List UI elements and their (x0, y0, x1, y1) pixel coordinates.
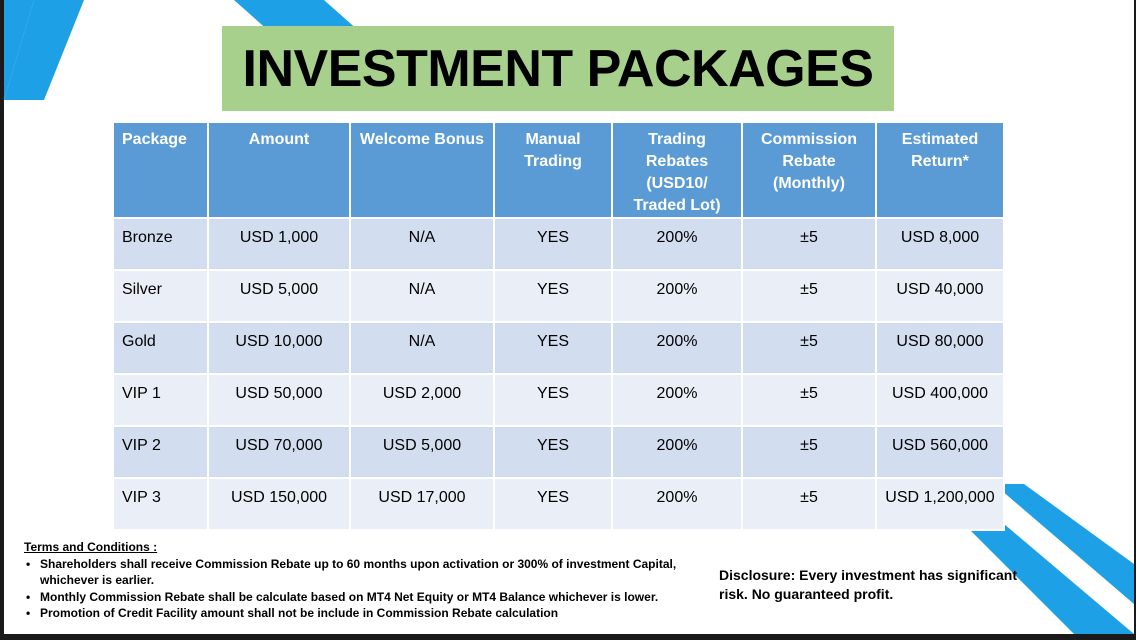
table-header-row: Package Amount Welcome Bonus Manual Tradi… (112, 121, 1005, 219)
table-cell: ±5 (741, 373, 877, 427)
table-cell: USD 50,000 (207, 373, 351, 427)
table-cell: YES (493, 373, 613, 427)
table-cell: 200% (611, 321, 743, 375)
table-cell: USD 17,000 (349, 477, 495, 531)
terms-item: Monthly Commission Rebate shall be calcu… (24, 589, 714, 606)
terms-heading: Terms and Conditions : (24, 540, 158, 554)
table-cell: N/A (349, 217, 495, 271)
terms-list: Shareholders shall receive Commission Re… (24, 556, 714, 622)
table-cell: YES (493, 269, 613, 323)
slide: INVESTMENT PACKAGES Package Amount Welco… (4, 0, 1134, 634)
terms-item: Promotion of Credit Facility amount shal… (24, 605, 714, 622)
terms-and-conditions: Terms and Conditions : Shareholders shal… (24, 539, 714, 622)
table-cell: YES (493, 217, 613, 271)
table-row: VIP 2 USD 70,000 USD 5,000 YES 200% ±5 USD 560… (112, 425, 1005, 479)
table-row: VIP 3 USD 150,000 USD 17,000 YES 200% ±5 USD 1… (112, 477, 1005, 531)
table-cell: USD 2,000 (349, 373, 495, 427)
table-cell: VIP 3 (112, 477, 209, 531)
table-row: Bronze USD 1,000 N/A YES 200% ±5 USD 8,000 (112, 217, 1005, 271)
table-cell: 200% (611, 269, 743, 323)
table-cell: 200% (611, 217, 743, 271)
table-cell: USD 560,000 (875, 425, 1005, 479)
column-header: Package (112, 121, 209, 219)
column-header: Manual Trading (493, 121, 613, 219)
table-cell: YES (493, 321, 613, 375)
table-cell: USD 5,000 (207, 269, 351, 323)
table-cell: N/A (349, 321, 495, 375)
page-title: INVESTMENT PACKAGES (242, 39, 874, 98)
table-cell: USD 5,000 (349, 425, 495, 479)
table-cell: N/A (349, 269, 495, 323)
column-header: Estimated Return* (875, 121, 1005, 219)
table-cell: YES (493, 477, 613, 531)
table-cell: 200% (611, 477, 743, 531)
table-cell: VIP 2 (112, 425, 209, 479)
table-cell: USD 1,000 (207, 217, 351, 271)
table-body: Bronze USD 1,000 N/A YES 200% ±5 USD 8,000 Silv… (112, 217, 1005, 531)
table-cell: USD 8,000 (875, 217, 1005, 271)
table-cell: USD 70,000 (207, 425, 351, 479)
table-cell: ±5 (741, 269, 877, 323)
table-row: Gold USD 10,000 N/A YES 200% ±5 USD 80,000 (112, 321, 1005, 375)
table-cell: USD 40,000 (875, 269, 1005, 323)
table-cell: Bronze (112, 217, 209, 271)
column-header: Welcome Bonus (349, 121, 495, 219)
column-header: Amount (207, 121, 351, 219)
table-row: Silver USD 5,000 N/A YES 200% ±5 USD 40,000 (112, 269, 1005, 323)
table-cell: Gold (112, 321, 209, 375)
table-cell: YES (493, 425, 613, 479)
table-cell: USD 80,000 (875, 321, 1005, 375)
table-cell: ±5 (741, 477, 877, 531)
table-cell: USD 10,000 (207, 321, 351, 375)
table-cell: USD 150,000 (207, 477, 351, 531)
table-cell: ±5 (741, 217, 877, 271)
table-cell: ±5 (741, 321, 877, 375)
table-cell: Silver (112, 269, 209, 323)
column-header: Trading Rebates (USD10/Traded Lot) (611, 121, 743, 219)
table-cell: ±5 (741, 425, 877, 479)
disclosure-text: Disclosure: Every investment has signifi… (719, 567, 1017, 602)
title-banner: INVESTMENT PACKAGES (222, 26, 894, 111)
table-cell: VIP 1 (112, 373, 209, 427)
table-cell: 200% (611, 425, 743, 479)
table-cell: 200% (611, 373, 743, 427)
column-header: Commission Rebate (Monthly) (741, 121, 877, 219)
terms-item: Shareholders shall receive Commission Re… (24, 556, 714, 589)
table-cell: USD 1,200,000 (875, 477, 1005, 531)
table-row: VIP 1 USD 50,000 USD 2,000 YES 200% ±5 USD 400… (112, 373, 1005, 427)
table-cell: USD 400,000 (875, 373, 1005, 427)
packages-table: Package Amount Welcome Bonus Manual Tradi… (112, 121, 1005, 531)
